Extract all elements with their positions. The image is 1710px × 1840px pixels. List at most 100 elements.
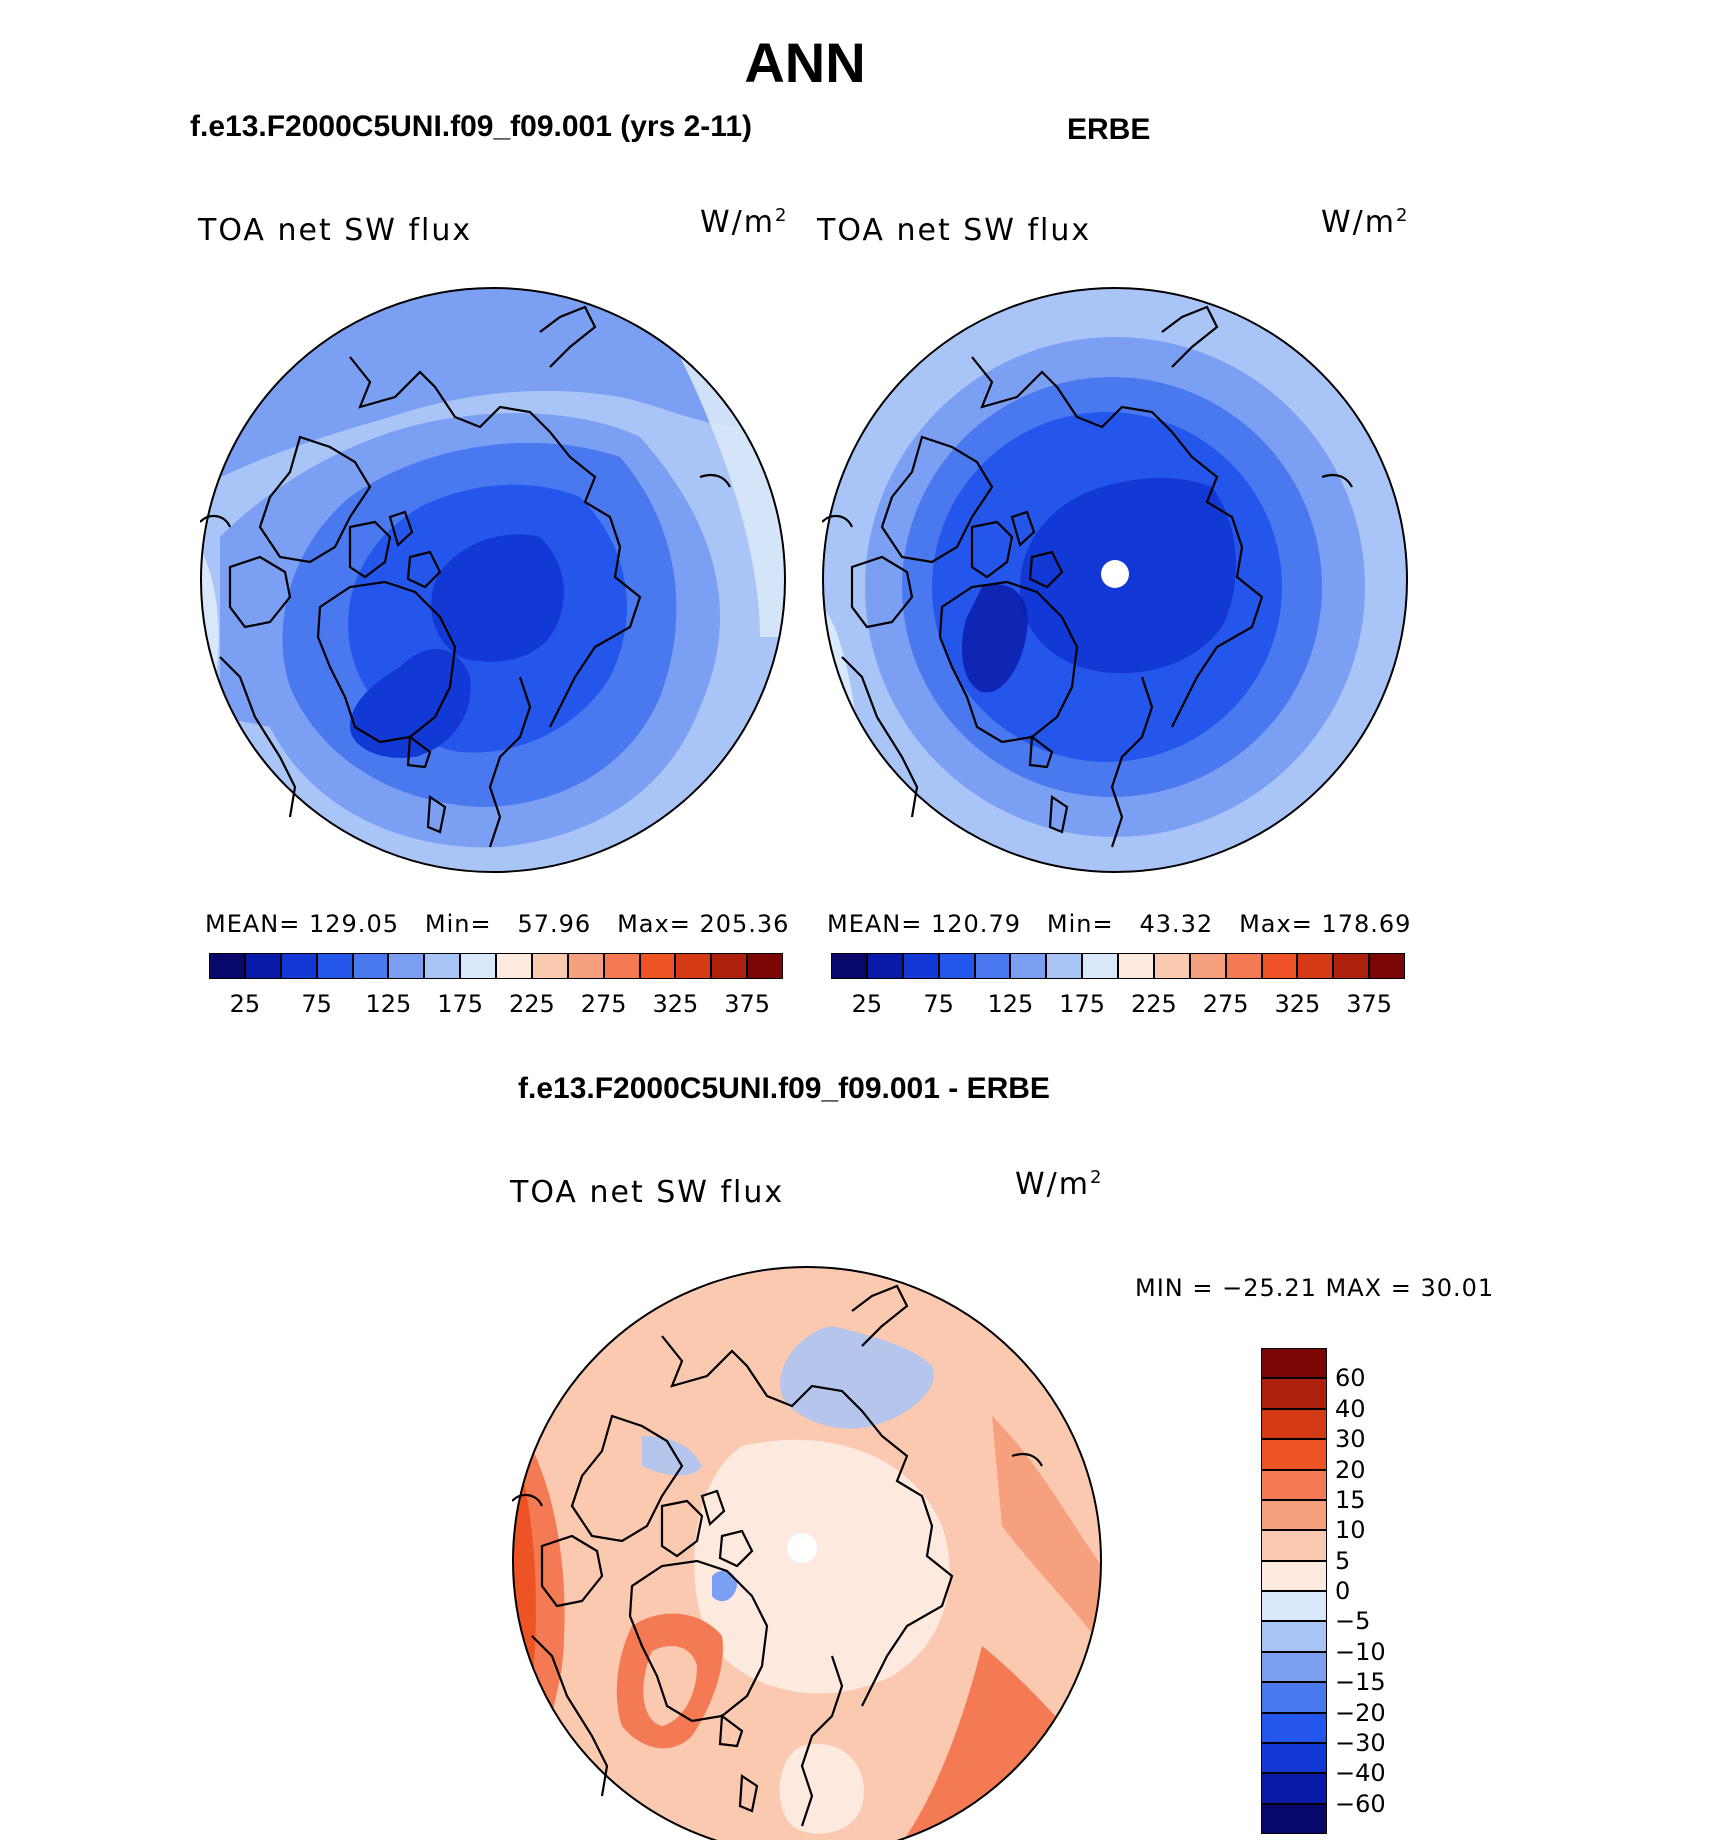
colorbar-swatch bbox=[1261, 953, 1298, 979]
colorbar-swatch bbox=[1010, 953, 1047, 979]
colorbar-tick-label: 40 bbox=[1335, 1394, 1366, 1423]
colorbar-swatch bbox=[388, 953, 425, 979]
colorbar-swatch bbox=[1261, 1348, 1327, 1379]
colorbar-swatch bbox=[1261, 1408, 1327, 1440]
colorbar-swatch bbox=[1297, 953, 1334, 979]
diff-range: MIN = −25.21 MAX = 30.01 bbox=[1135, 1274, 1495, 1302]
panel-model-map bbox=[200, 287, 786, 873]
colorbar-swatch bbox=[1261, 1591, 1327, 1622]
colorbar-swatch bbox=[567, 953, 604, 979]
colorbar-tick-label: 375 bbox=[724, 990, 771, 1018]
colorbar-swatch bbox=[1369, 953, 1405, 979]
colorbar-tick-label: 10 bbox=[1335, 1516, 1366, 1545]
panel-model-stats: MEAN= 129.05 Min= 57.96 Max= 205.36 bbox=[205, 910, 790, 938]
diff-units: W/m2 bbox=[1015, 1167, 1104, 1202]
colorbar-swatch bbox=[1046, 953, 1083, 979]
colorbar-tick-label: −10 bbox=[1335, 1637, 1386, 1666]
colorbar-swatch bbox=[1261, 1651, 1327, 1683]
colorbar-swatch bbox=[424, 953, 461, 979]
colorbar-swatch bbox=[831, 953, 867, 979]
colorbar-swatch bbox=[352, 953, 389, 979]
colorbar-obs bbox=[831, 953, 1405, 979]
panel-obs-units: W/m2 bbox=[1321, 205, 1410, 240]
colorbar-swatch bbox=[711, 953, 748, 979]
colorbar-swatch bbox=[603, 953, 640, 979]
colorbar-swatch bbox=[675, 953, 712, 979]
colorbar-swatch bbox=[1261, 1682, 1327, 1713]
colorbar-swatch bbox=[1261, 1803, 1327, 1834]
colorbar-swatch bbox=[1261, 1560, 1327, 1591]
colorbar-tick-label: 175 bbox=[437, 990, 484, 1018]
colorbar-swatch bbox=[531, 953, 568, 979]
colorbar-swatch bbox=[902, 953, 939, 979]
colorbar-swatch bbox=[938, 953, 975, 979]
colorbar-diff-ticks: −60 −40 −30 −20 −15 −10 −5 0 5 10 15 20 30 40 60 bbox=[1335, 1348, 1455, 1834]
colorbar-tick-label: −60 bbox=[1335, 1789, 1386, 1818]
panel-model-variable: TOA net SW flux bbox=[198, 213, 473, 248]
colorbar-tick-label: 275 bbox=[1202, 990, 1249, 1018]
colorbar-swatch bbox=[316, 953, 353, 979]
colorbar-swatch bbox=[974, 953, 1011, 979]
colorbar-swatch bbox=[1261, 1378, 1327, 1409]
colorbar-swatch bbox=[1333, 953, 1370, 979]
colorbar-diff bbox=[1261, 1348, 1327, 1834]
colorbar-swatch bbox=[1261, 1712, 1327, 1743]
panel-obs-stats: MEAN= 120.79 Min= 43.32 Max= 178.69 bbox=[827, 910, 1412, 938]
colorbar-tick-label: 25 bbox=[229, 990, 261, 1018]
colorbar-tick-label: 30 bbox=[1335, 1425, 1366, 1454]
colorbar-swatch bbox=[209, 953, 245, 979]
colorbar-tick-label: 275 bbox=[580, 990, 627, 1018]
colorbar-swatch bbox=[1189, 953, 1226, 979]
colorbar-tick-label: −20 bbox=[1335, 1698, 1386, 1727]
colorbar-tick-label: 225 bbox=[508, 990, 555, 1018]
colorbar-swatch bbox=[747, 953, 783, 979]
panel-obs-heading: ERBE bbox=[1067, 113, 1151, 146]
colorbar-swatch bbox=[1261, 1773, 1327, 1804]
colorbar-tick-label: 60 bbox=[1335, 1364, 1366, 1393]
colorbar-tick-label: 175 bbox=[1059, 990, 1106, 1018]
colorbar-tick-label: 5 bbox=[1335, 1546, 1351, 1575]
colorbar-tick-label: 75 bbox=[301, 990, 332, 1018]
colorbar-obs-ticks: 25 75 125 175 225 275 325 375 bbox=[831, 990, 1405, 1020]
colorbar-tick-label: −30 bbox=[1335, 1728, 1386, 1757]
colorbar-swatch bbox=[496, 953, 532, 979]
panel-model-units: W/m2 bbox=[700, 205, 789, 240]
panel-model-heading: f.e13.F2000C5UNI.f09_f09.001 (yrs 2-11) bbox=[190, 110, 753, 143]
colorbar-swatch bbox=[1261, 1499, 1327, 1531]
colorbar-tick-label: 25 bbox=[851, 990, 883, 1018]
colorbar-swatch bbox=[1261, 1439, 1327, 1470]
colorbar-swatch bbox=[1082, 953, 1118, 979]
figure-title: ANN bbox=[744, 31, 866, 94]
colorbar-swatch bbox=[460, 953, 496, 979]
colorbar-tick-label: 125 bbox=[987, 990, 1034, 1018]
colorbar-model-ticks: 25 75 125 175 225 275 325 375 bbox=[209, 990, 783, 1020]
colorbar-tick-label: −15 bbox=[1335, 1668, 1386, 1697]
colorbar-swatch bbox=[1261, 1621, 1327, 1652]
colorbar-tick-label: 325 bbox=[1274, 990, 1321, 1018]
colorbar-swatch bbox=[1261, 1742, 1327, 1774]
colorbar-tick-label: −40 bbox=[1335, 1759, 1386, 1788]
diff-map bbox=[512, 1266, 1102, 1840]
colorbar-swatch bbox=[280, 953, 317, 979]
colorbar-tick-label: 75 bbox=[923, 990, 954, 1018]
colorbar-tick-label: 0 bbox=[1335, 1577, 1351, 1605]
colorbar-swatch bbox=[639, 953, 676, 979]
colorbar-tick-label: 325 bbox=[652, 990, 699, 1018]
colorbar-tick-label: 125 bbox=[365, 990, 412, 1018]
colorbar-tick-label: 15 bbox=[1335, 1485, 1366, 1514]
colorbar-swatch bbox=[1153, 953, 1190, 979]
colorbar-swatch bbox=[1225, 953, 1262, 979]
colorbar-tick-label: 20 bbox=[1335, 1455, 1366, 1484]
panel-obs-variable: TOA net SW flux bbox=[817, 213, 1092, 248]
diff-variable: TOA net SW flux bbox=[510, 1175, 785, 1210]
panel-obs-map bbox=[822, 287, 1408, 873]
diff-heading: f.e13.F2000C5UNI.f09_f09.001 - ERBE bbox=[518, 1072, 1050, 1105]
colorbar-tick-label: 225 bbox=[1130, 990, 1177, 1018]
colorbar-model bbox=[209, 953, 783, 979]
colorbar-tick-label: 375 bbox=[1346, 990, 1393, 1018]
colorbar-swatch bbox=[1261, 1530, 1327, 1561]
colorbar-swatch bbox=[866, 953, 903, 979]
colorbar-swatch bbox=[244, 953, 281, 979]
colorbar-swatch bbox=[1261, 1469, 1327, 1500]
colorbar-tick-label: −5 bbox=[1335, 1607, 1371, 1636]
